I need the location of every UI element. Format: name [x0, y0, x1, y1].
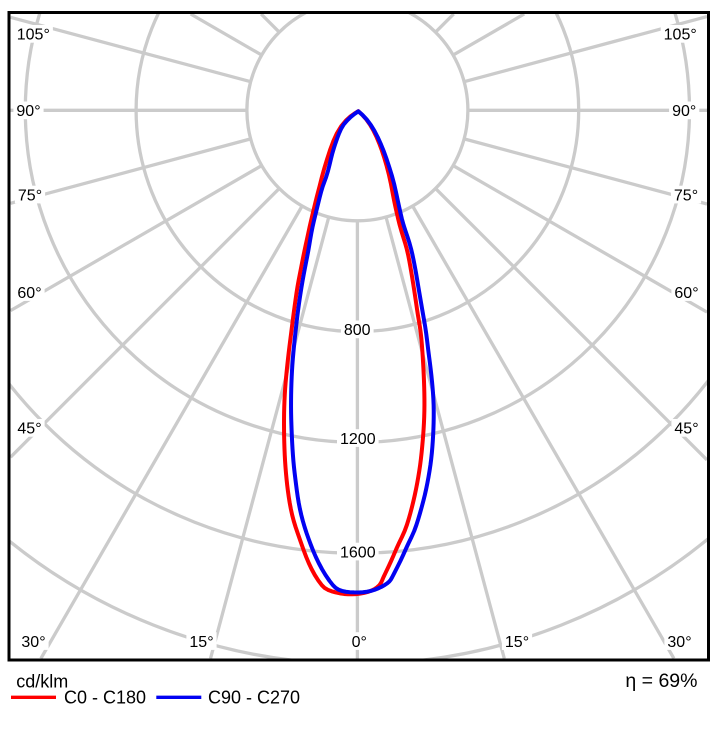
svg-text:cd/klm: cd/klm [16, 672, 68, 692]
svg-text:105°: 105° [17, 27, 50, 44]
svg-text:45°: 45° [674, 421, 698, 438]
svg-text:90°: 90° [16, 103, 40, 120]
svg-text:800: 800 [344, 322, 371, 339]
svg-text:75°: 75° [674, 187, 698, 204]
svg-text:15°: 15° [505, 634, 529, 651]
svg-text:90°: 90° [672, 103, 696, 120]
svg-text:60°: 60° [17, 285, 41, 302]
svg-text:1600: 1600 [340, 544, 376, 561]
svg-text:60°: 60° [674, 285, 698, 302]
svg-text:30°: 30° [21, 634, 45, 651]
svg-text:1200: 1200 [340, 431, 376, 448]
svg-text:0°: 0° [352, 634, 367, 651]
svg-text:30°: 30° [667, 634, 691, 651]
svg-text:C90 - C270: C90 - C270 [208, 688, 300, 708]
svg-text:C0 - C180: C0 - C180 [64, 688, 146, 708]
svg-text:η = 69%: η = 69% [625, 670, 697, 692]
svg-text:45°: 45° [17, 421, 41, 438]
svg-text:105°: 105° [664, 27, 697, 44]
svg-text:15°: 15° [189, 634, 213, 651]
svg-text:75°: 75° [18, 187, 42, 204]
